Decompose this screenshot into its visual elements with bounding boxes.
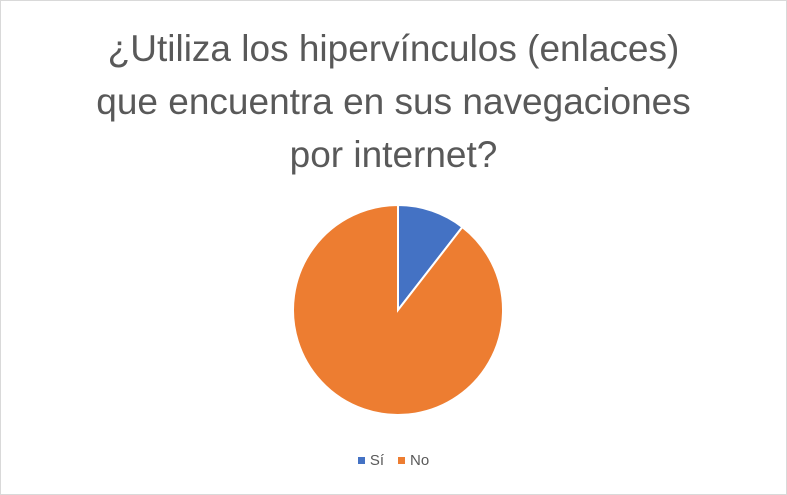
- chart-title: ¿Utiliza los hipervínculos (enlaces) que…: [0, 22, 787, 181]
- chart-title-line-3: por internet?: [289, 134, 498, 175]
- chart-legend: Sí No: [0, 452, 787, 469]
- legend-swatch-si: [357, 457, 365, 464]
- chart-title-line-1: ¿Utiliza los hipervínculos (enlaces): [107, 28, 680, 69]
- pie-slice-si: [397, 203, 464, 313]
- legend-item-si: Sí: [357, 452, 384, 469]
- pie-slices: [292, 203, 504, 416]
- chart-title-line-2: que encuentra en sus navegaciones: [96, 81, 691, 122]
- pie-slice-no: [292, 203, 504, 416]
- legend-item-no: No: [398, 452, 429, 469]
- legend-label-no: No: [410, 452, 430, 469]
- legend-swatch-no: [398, 457, 405, 464]
- legend-label-si: Sí: [369, 452, 384, 469]
